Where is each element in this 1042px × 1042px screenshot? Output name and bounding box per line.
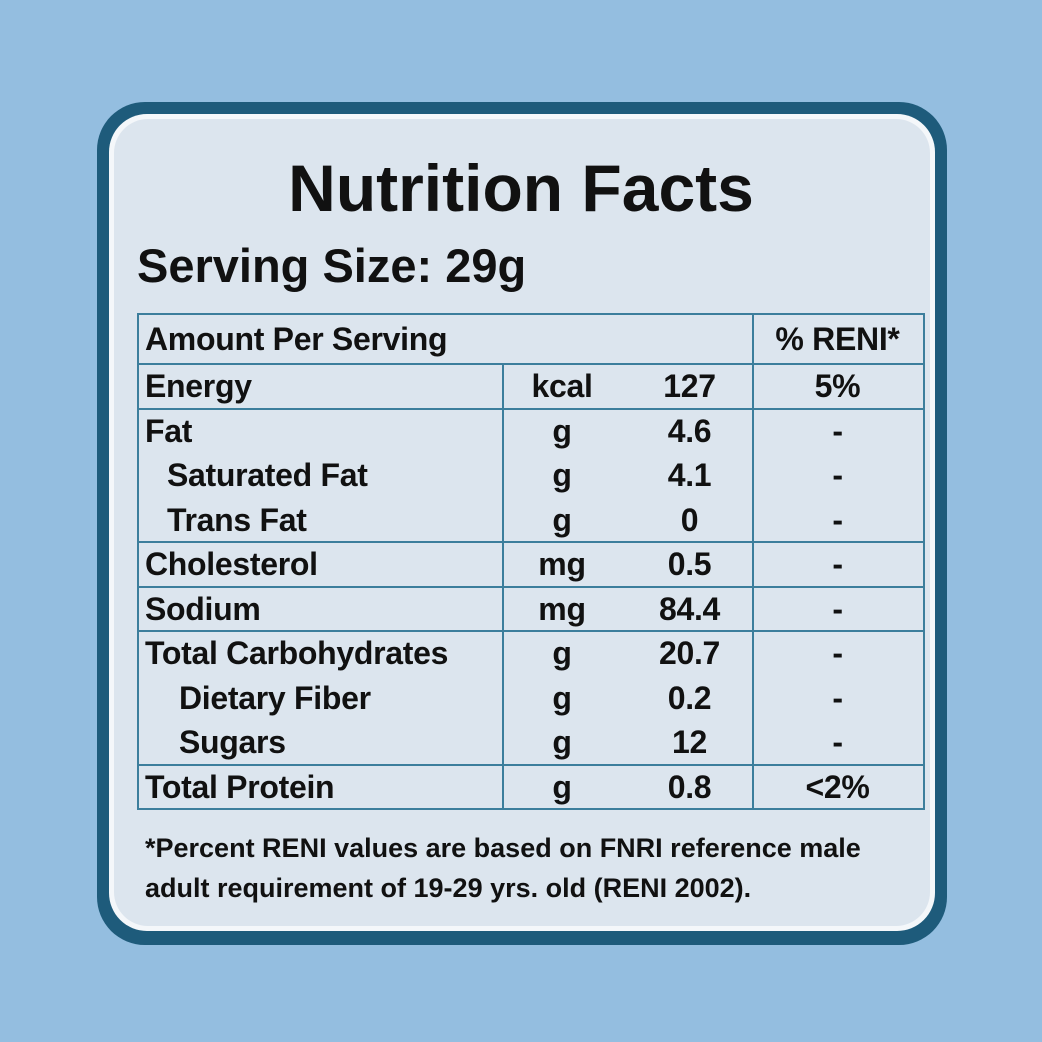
nutrient-name: Sodium [145, 590, 261, 627]
nutrient-name: Total Protein [145, 768, 335, 805]
nutrient-amount: 12 [672, 724, 707, 761]
nutrient-reni: - [832, 457, 843, 494]
serving-size: Serving Size: 29g [137, 239, 527, 292]
title: Nutrition Facts [288, 151, 754, 225]
footnote: *Percent RENI values are based on FNRI r… [145, 833, 861, 903]
nutrient-amount: 4.1 [667, 457, 712, 494]
nutrient-unit: g [552, 635, 572, 672]
row-rule [137, 630, 923, 632]
nutrient-unit: g [552, 501, 572, 538]
row-rule [137, 541, 923, 543]
nutrient-name: Total Carbohydrates [145, 635, 449, 672]
header-cell: Amount Per Serving [145, 321, 448, 357]
nutrient-unit: mg [538, 590, 586, 627]
nutrient-reni: - [832, 590, 843, 627]
nutrient-unit: mg [538, 546, 586, 583]
nutrient-amount: 127 [663, 368, 716, 405]
nutrient-reni: 5% [814, 368, 861, 405]
nutrient-name: Dietary Fiber [179, 679, 371, 716]
column-rule [502, 363, 504, 810]
nutrient-unit: kcal [531, 368, 593, 405]
row-rule [137, 808, 923, 810]
nutrient-amount: 0.8 [667, 768, 712, 805]
nutrient-amount: 4.6 [667, 412, 712, 449]
row-rule [137, 363, 923, 365]
nutrient-name: Cholesterol [145, 546, 318, 583]
nutrient-unit: g [552, 679, 572, 716]
nutrient-amount: 84.4 [658, 590, 721, 627]
nutrient-name: Saturated Fat [167, 457, 368, 494]
nutrient-reni: - [832, 635, 843, 672]
label-card [97, 102, 947, 945]
column-rule [752, 313, 754, 810]
nutrient-unit: g [552, 724, 572, 761]
row-rule [137, 763, 923, 766]
nutrient-unit: g [552, 457, 572, 494]
header-cell: % RENI* [775, 321, 900, 357]
table-top-rule [137, 313, 923, 315]
nutrient-amount: 20.7 [658, 635, 721, 672]
nutrient-reni: - [832, 679, 843, 716]
nutrient-unit: g [552, 768, 572, 805]
table-right-rule [923, 313, 925, 810]
nutrient-name: Trans Fat [167, 501, 307, 538]
row-rule [137, 585, 923, 588]
nutrient-reni: <2% [805, 768, 870, 805]
nutrient-name: Energy [145, 368, 252, 405]
nutrient-amount: 0 [680, 501, 699, 538]
nutrient-amount: 0.2 [667, 679, 712, 716]
nutrient-reni: - [832, 546, 843, 583]
nutrient-unit: g [552, 412, 572, 449]
nutrient-name: Sugars [179, 724, 286, 761]
nutrient-reni: - [832, 412, 843, 449]
label-panel [114, 119, 930, 926]
row-rule [137, 407, 923, 410]
label-rim [109, 114, 935, 931]
table-left-rule [137, 313, 139, 810]
nutrient-reni: - [832, 501, 843, 538]
nutrient-reni: - [832, 724, 843, 761]
nutrient-name: Fat [145, 412, 193, 449]
nutrient-amount: 0.5 [667, 546, 712, 583]
